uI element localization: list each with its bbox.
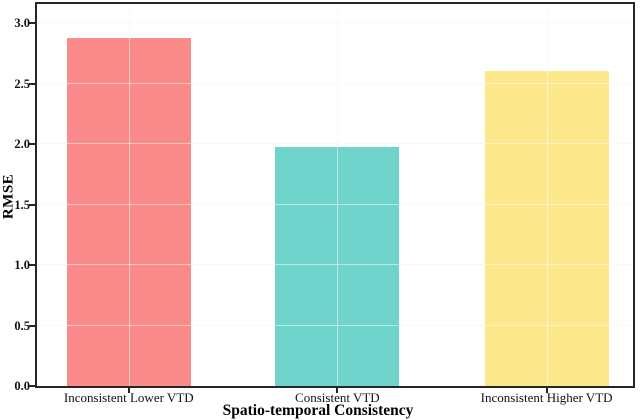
v-gridline-overlay xyxy=(546,4,548,386)
y-tick-label: 0.5 xyxy=(14,318,30,333)
x-tick-label-inconsistent-lower-vtd: Inconsistent Lower VTD xyxy=(63,390,194,405)
x-tick-mark xyxy=(127,388,130,393)
y-tick-label: 1.0 xyxy=(14,258,30,273)
y-tick-mark xyxy=(29,203,35,206)
h-gridline-overlay xyxy=(37,82,633,84)
y-axis-title: RMSE xyxy=(0,173,17,220)
h-gridline-overlay xyxy=(37,22,633,24)
v-gridline-overlay xyxy=(128,4,130,386)
y-tick-label: 1.5 xyxy=(14,197,30,212)
plot-area-inner xyxy=(37,4,633,386)
h-gridline-overlay xyxy=(37,264,633,266)
v-gridline-overlay xyxy=(337,4,339,386)
y-tick-label: 2.0 xyxy=(14,137,30,152)
y-tick-mark xyxy=(29,264,35,267)
x-tick-label-consistent-vtd: Consistent VTD xyxy=(295,390,380,405)
y-tick-mark xyxy=(29,324,35,327)
y-tick-mark xyxy=(29,82,35,85)
y-tick-mark xyxy=(29,22,35,25)
y-tick-mark xyxy=(29,143,35,146)
h-gridline-overlay xyxy=(37,143,633,145)
x-tick-mark xyxy=(545,388,548,393)
y-tick-label: 3.0 xyxy=(14,16,30,31)
bar-inconsistent-lower-vtd xyxy=(66,37,191,386)
bar-inconsistent-higher-vtd xyxy=(484,70,609,386)
y-tick-label: 0.0 xyxy=(14,379,30,393)
x-tick-label-inconsistent-higher-vtd: Inconsistent Higher VTD xyxy=(480,390,613,405)
x-axis-title: Spatio-temporal Consistency xyxy=(222,402,414,419)
h-gridline-overlay xyxy=(37,324,633,326)
plot-area xyxy=(35,2,635,388)
bar-consistent-vtd xyxy=(275,146,400,386)
y-tick-label: 2.5 xyxy=(14,76,30,91)
h-gridline-overlay xyxy=(37,203,633,205)
x-tick-mark xyxy=(336,388,339,393)
y-tick-mark xyxy=(29,385,35,387)
